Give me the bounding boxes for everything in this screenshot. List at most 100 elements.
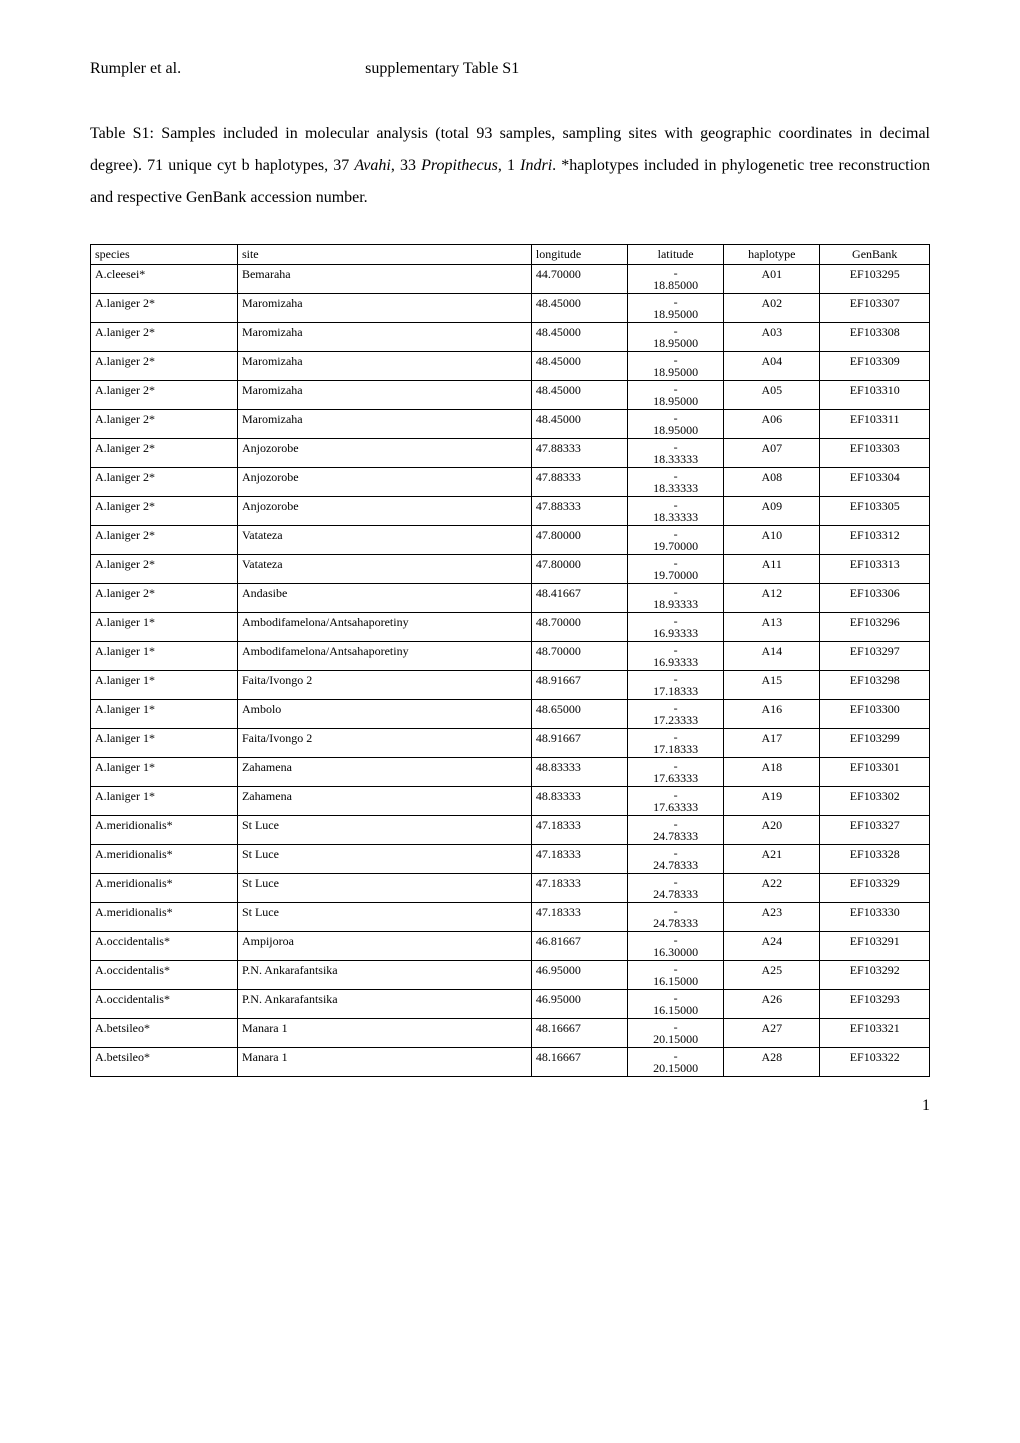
cell-genbank: EF103292	[820, 961, 930, 990]
table-row: A.laniger 1*Faita/Ivongo 248.91667-17.18…	[91, 729, 930, 758]
cell-longitude: 47.18333	[531, 816, 627, 845]
cell-genbank: EF103308	[820, 323, 930, 352]
cell-species: A.meridionalis*	[91, 874, 238, 903]
cell-haplotype: A16	[724, 700, 820, 729]
table-row: A.laniger 2*Vatateza47.80000-19.70000A11…	[91, 555, 930, 584]
cell-haplotype: A05	[724, 381, 820, 410]
cell-species: A.laniger 2*	[91, 555, 238, 584]
cell-longitude: 48.65000	[531, 700, 627, 729]
latitude-value: 18.95000	[632, 308, 719, 320]
cell-latitude: -18.95000	[628, 294, 724, 323]
cell-genbank: EF103298	[820, 671, 930, 700]
cell-genbank: EF103310	[820, 381, 930, 410]
cell-site: Vatateza	[237, 526, 531, 555]
cell-genbank: EF103303	[820, 439, 930, 468]
cell-site: Ambolo	[237, 700, 531, 729]
table-row: A.betsileo*Manara 148.16667-20.15000A28E…	[91, 1048, 930, 1077]
cell-site: St Luce	[237, 903, 531, 932]
cell-haplotype: A15	[724, 671, 820, 700]
cell-haplotype: A07	[724, 439, 820, 468]
cell-longitude: 46.95000	[531, 961, 627, 990]
cell-latitude: -18.93333	[628, 584, 724, 613]
cell-longitude: 47.80000	[531, 555, 627, 584]
cell-haplotype: A17	[724, 729, 820, 758]
page-number: 1	[90, 1097, 930, 1115]
cell-genbank: EF103329	[820, 874, 930, 903]
cell-site: Ampijoroa	[237, 932, 531, 961]
cell-longitude: 48.70000	[531, 613, 627, 642]
cell-longitude: 48.45000	[531, 410, 627, 439]
cell-haplotype: A26	[724, 990, 820, 1019]
latitude-value: 19.70000	[632, 569, 719, 581]
table-row: A.laniger 2*Anjozorobe47.88333-18.33333A…	[91, 439, 930, 468]
cell-latitude: -19.70000	[628, 526, 724, 555]
cell-latitude: -18.95000	[628, 323, 724, 352]
latitude-value: 24.78333	[632, 888, 719, 900]
col-species: species	[91, 245, 238, 265]
cell-haplotype: A11	[724, 555, 820, 584]
cell-longitude: 47.88333	[531, 468, 627, 497]
cell-genbank: EF103330	[820, 903, 930, 932]
cell-genbank: EF103304	[820, 468, 930, 497]
cell-species: A.laniger 1*	[91, 700, 238, 729]
cell-species: A.laniger 1*	[91, 613, 238, 642]
caption-text-3: , 1	[498, 157, 520, 174]
page: Rumpler et al. supplementary Table S1 Ta…	[0, 0, 1020, 1155]
table-body: A.cleesei*Bemaraha44.70000-18.85000A01EF…	[91, 265, 930, 1077]
table-row: A.laniger 2*Maromizaha48.45000-18.95000A…	[91, 294, 930, 323]
cell-genbank: EF103305	[820, 497, 930, 526]
cell-site: Maromizaha	[237, 323, 531, 352]
table-header-row: species site longitude latitude haplotyp…	[91, 245, 930, 265]
cell-species: A.laniger 2*	[91, 294, 238, 323]
cell-latitude: -18.33333	[628, 439, 724, 468]
cell-longitude: 47.88333	[531, 439, 627, 468]
latitude-value: 17.18333	[632, 685, 719, 697]
latitude-value: 16.93333	[632, 627, 719, 639]
cell-haplotype: A19	[724, 787, 820, 816]
cell-species: A.laniger 2*	[91, 584, 238, 613]
cell-site: Maromizaha	[237, 294, 531, 323]
cell-haplotype: A27	[724, 1019, 820, 1048]
cell-longitude: 47.18333	[531, 903, 627, 932]
latitude-value: 19.70000	[632, 540, 719, 552]
cell-haplotype: A13	[724, 613, 820, 642]
header-left: Rumpler et al.	[90, 60, 181, 78]
cell-species: A.meridionalis*	[91, 845, 238, 874]
latitude-value: 18.33333	[632, 453, 719, 465]
cell-latitude: -17.18333	[628, 729, 724, 758]
cell-species: A.laniger 2*	[91, 497, 238, 526]
cell-haplotype: A21	[724, 845, 820, 874]
cell-genbank: EF103300	[820, 700, 930, 729]
cell-haplotype: A22	[724, 874, 820, 903]
cell-genbank: EF103327	[820, 816, 930, 845]
cell-latitude: -24.78333	[628, 903, 724, 932]
cell-haplotype: A08	[724, 468, 820, 497]
cell-latitude: -20.15000	[628, 1019, 724, 1048]
cell-genbank: EF103313	[820, 555, 930, 584]
latitude-value: 18.93333	[632, 598, 719, 610]
latitude-value: 17.63333	[632, 772, 719, 784]
latitude-value: 18.95000	[632, 395, 719, 407]
cell-site: Faita/Ivongo 2	[237, 729, 531, 758]
cell-haplotype: A28	[724, 1048, 820, 1077]
cell-longitude: 48.45000	[531, 294, 627, 323]
cell-site: Manara 1	[237, 1048, 531, 1077]
caption-italic-2: Propithecus	[421, 157, 498, 174]
table-row: A.laniger 2*Andasibe48.41667-18.93333A12…	[91, 584, 930, 613]
latitude-value: 17.23333	[632, 714, 719, 726]
cell-haplotype: A25	[724, 961, 820, 990]
cell-site: Zahamena	[237, 787, 531, 816]
cell-species: A.meridionalis*	[91, 816, 238, 845]
latitude-value: 16.93333	[632, 656, 719, 668]
cell-longitude: 47.80000	[531, 526, 627, 555]
cell-species: A.cleesei*	[91, 265, 238, 294]
cell-latitude: -16.15000	[628, 990, 724, 1019]
cell-genbank: EF103328	[820, 845, 930, 874]
cell-latitude: -17.63333	[628, 758, 724, 787]
cell-haplotype: A02	[724, 294, 820, 323]
cell-site: Faita/Ivongo 2	[237, 671, 531, 700]
cell-species: A.laniger 2*	[91, 352, 238, 381]
table-row: A.meridionalis*St Luce47.18333-24.78333A…	[91, 845, 930, 874]
cell-species: A.laniger 1*	[91, 729, 238, 758]
cell-longitude: 48.83333	[531, 787, 627, 816]
